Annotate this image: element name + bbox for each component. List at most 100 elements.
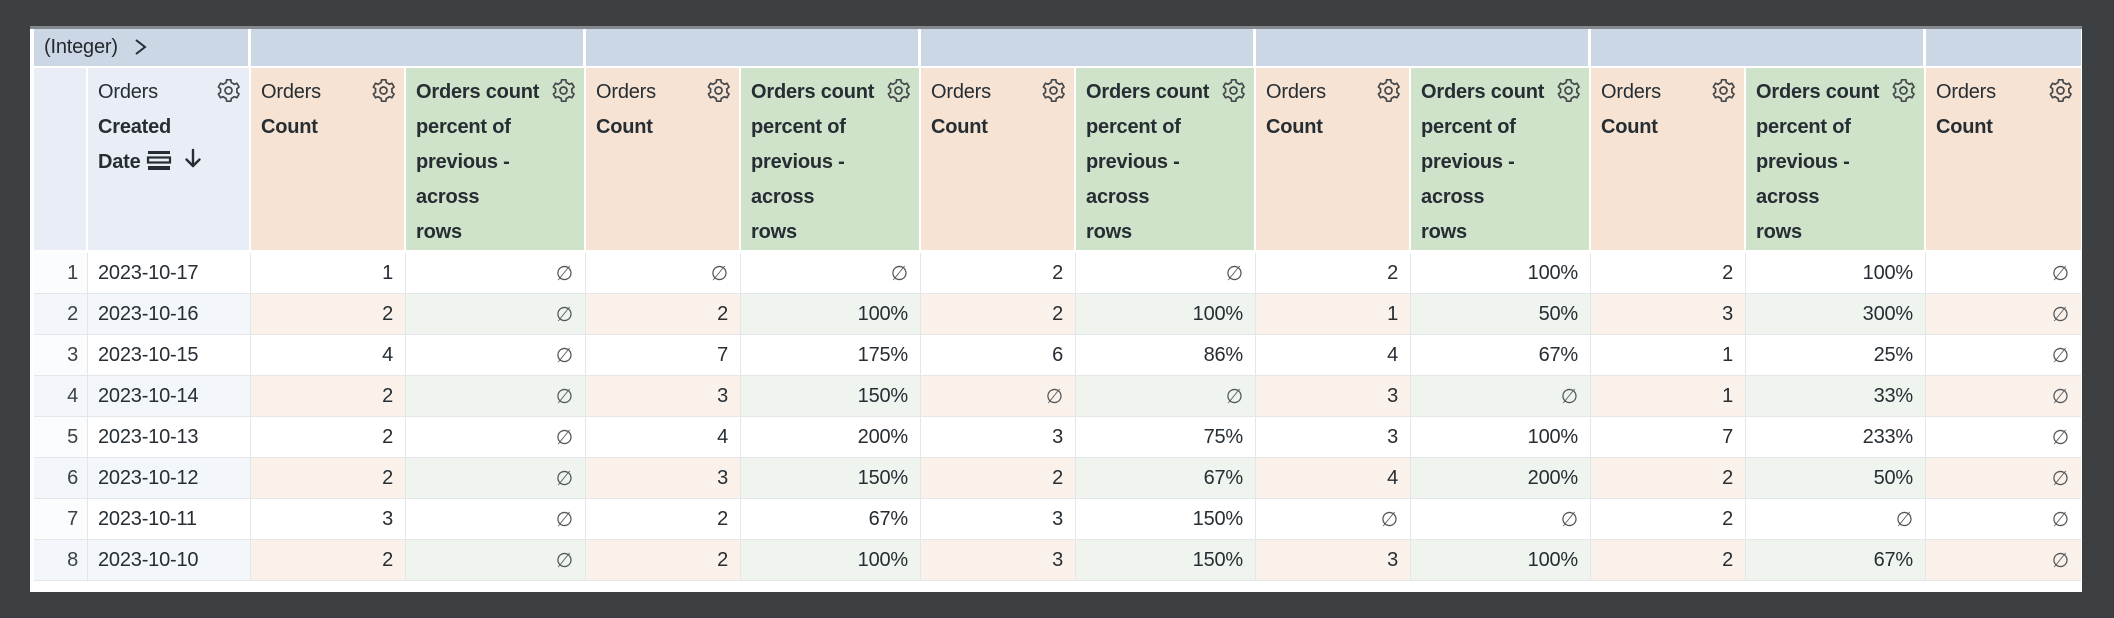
- value-cell[interactable]: 150%: [741, 458, 922, 499]
- gear-icon[interactable]: [1890, 77, 1917, 104]
- column-header-orders-created-date[interactable]: Orders Created Date: [88, 68, 252, 253]
- null-value-cell[interactable]: ∅: [1926, 294, 2082, 335]
- value-cell[interactable]: 3: [586, 376, 742, 417]
- value-cell[interactable]: 200%: [741, 417, 922, 458]
- value-cell[interactable]: 3: [921, 417, 1077, 458]
- null-value-cell[interactable]: ∅: [406, 335, 587, 376]
- null-value-cell[interactable]: ∅: [1926, 253, 2082, 294]
- value-cell[interactable]: 2: [586, 294, 742, 335]
- date-cell[interactable]: 2023-10-10: [88, 540, 252, 581]
- null-value-cell[interactable]: ∅: [406, 499, 587, 540]
- gear-icon[interactable]: [1220, 77, 1247, 104]
- date-cell[interactable]: 2023-10-17: [88, 253, 252, 294]
- gear-icon[interactable]: [1555, 77, 1582, 104]
- column-header-orders-count[interactable]: Orders Count: [251, 68, 407, 253]
- column-header-orders-count-percent-of-previous[interactable]: Orders count percent of previous - across ro…: [406, 68, 587, 253]
- value-cell[interactable]: 100%: [1076, 294, 1257, 335]
- value-cell[interactable]: 25%: [1746, 335, 1927, 376]
- column-header-orders-count[interactable]: Orders Count: [1591, 68, 1747, 253]
- null-value-cell[interactable]: ∅: [1076, 253, 1257, 294]
- value-cell[interactable]: 150%: [1076, 499, 1257, 540]
- value-cell[interactable]: 7: [586, 335, 742, 376]
- column-header-orders-count-percent-of-previous[interactable]: Orders count percent of previous - across ro…: [741, 68, 922, 253]
- date-cell[interactable]: 2023-10-13: [88, 417, 252, 458]
- value-cell[interactable]: 4: [586, 417, 742, 458]
- gear-icon[interactable]: [215, 77, 242, 104]
- value-cell[interactable]: 67%: [1746, 540, 1927, 581]
- value-cell[interactable]: 2: [251, 540, 407, 581]
- null-value-cell[interactable]: ∅: [1926, 499, 2082, 540]
- value-cell[interactable]: 3: [921, 499, 1077, 540]
- column-header-orders-count[interactable]: Orders Count: [921, 68, 1077, 253]
- value-cell[interactable]: 1: [251, 253, 407, 294]
- value-cell[interactable]: 2: [921, 294, 1077, 335]
- gear-icon[interactable]: [550, 77, 577, 104]
- value-cell[interactable]: 300%: [1746, 294, 1927, 335]
- value-cell[interactable]: 2: [586, 499, 742, 540]
- value-cell[interactable]: 4: [251, 335, 407, 376]
- column-header-orders-count[interactable]: Orders Count: [586, 68, 742, 253]
- null-value-cell[interactable]: ∅: [406, 458, 587, 499]
- value-cell[interactable]: 4: [1256, 458, 1412, 499]
- value-cell[interactable]: 100%: [1411, 540, 1592, 581]
- value-cell[interactable]: 1: [1591, 335, 1747, 376]
- value-cell[interactable]: 100%: [1411, 417, 1592, 458]
- null-value-cell[interactable]: ∅: [1411, 499, 1592, 540]
- null-value-cell[interactable]: ∅: [406, 540, 587, 581]
- null-value-cell[interactable]: ∅: [1076, 376, 1257, 417]
- value-cell[interactable]: 6: [921, 335, 1077, 376]
- value-cell[interactable]: 2: [1591, 540, 1747, 581]
- value-cell[interactable]: 67%: [1411, 335, 1592, 376]
- value-cell[interactable]: 100%: [741, 294, 922, 335]
- value-cell[interactable]: 150%: [741, 376, 922, 417]
- value-cell[interactable]: 2: [1591, 253, 1747, 294]
- value-cell[interactable]: 86%: [1076, 335, 1257, 376]
- value-cell[interactable]: 2: [251, 294, 407, 335]
- gear-icon[interactable]: [705, 77, 732, 104]
- date-cell[interactable]: 2023-10-15: [88, 335, 252, 376]
- null-value-cell[interactable]: ∅: [1926, 540, 2082, 581]
- value-cell[interactable]: 3: [921, 540, 1077, 581]
- value-cell[interactable]: 2: [586, 540, 742, 581]
- null-value-cell[interactable]: ∅: [406, 253, 587, 294]
- sort-descending-arrow-icon[interactable]: [183, 147, 203, 171]
- gear-icon[interactable]: [2047, 77, 2074, 104]
- null-value-cell[interactable]: ∅: [921, 376, 1077, 417]
- null-value-cell[interactable]: ∅: [1926, 376, 2082, 417]
- null-value-cell[interactable]: ∅: [586, 253, 742, 294]
- value-cell[interactable]: 233%: [1746, 417, 1927, 458]
- value-cell[interactable]: 67%: [741, 499, 922, 540]
- gear-icon[interactable]: [1040, 77, 1067, 104]
- null-value-cell[interactable]: ∅: [1926, 335, 2082, 376]
- value-cell[interactable]: 50%: [1746, 458, 1927, 499]
- value-cell[interactable]: 1: [1591, 376, 1747, 417]
- column-header-orders-count-percent-of-previous[interactable]: Orders count percent of previous - across ro…: [1411, 68, 1592, 253]
- column-header-orders-count[interactable]: Orders Count: [1256, 68, 1412, 253]
- gear-icon[interactable]: [1710, 77, 1737, 104]
- null-value-cell[interactable]: ∅: [1746, 499, 1927, 540]
- value-cell[interactable]: 3: [1256, 540, 1412, 581]
- null-value-cell[interactable]: ∅: [1926, 417, 2082, 458]
- value-cell[interactable]: 4: [1256, 335, 1412, 376]
- null-value-cell[interactable]: ∅: [406, 376, 587, 417]
- value-cell[interactable]: 3: [1591, 294, 1747, 335]
- value-cell[interactable]: 200%: [1411, 458, 1592, 499]
- value-cell[interactable]: 67%: [1076, 458, 1257, 499]
- column-header-orders-count-percent-of-previous[interactable]: Orders count percent of previous - across ro…: [1076, 68, 1257, 253]
- gear-icon[interactable]: [1375, 77, 1402, 104]
- value-cell[interactable]: 3: [251, 499, 407, 540]
- value-cell[interactable]: 75%: [1076, 417, 1257, 458]
- value-cell[interactable]: 3: [586, 458, 742, 499]
- date-cell[interactable]: 2023-10-14: [88, 376, 252, 417]
- gear-icon[interactable]: [370, 77, 397, 104]
- value-cell[interactable]: 2: [921, 253, 1077, 294]
- value-cell[interactable]: 3: [1256, 417, 1412, 458]
- value-cell[interactable]: 100%: [741, 540, 922, 581]
- value-cell[interactable]: 100%: [1411, 253, 1592, 294]
- value-cell[interactable]: 175%: [741, 335, 922, 376]
- value-cell[interactable]: 3: [1256, 376, 1412, 417]
- null-value-cell[interactable]: ∅: [406, 417, 587, 458]
- value-cell[interactable]: 100%: [1746, 253, 1927, 294]
- null-value-cell[interactable]: ∅: [1256, 499, 1412, 540]
- gear-icon[interactable]: [885, 77, 912, 104]
